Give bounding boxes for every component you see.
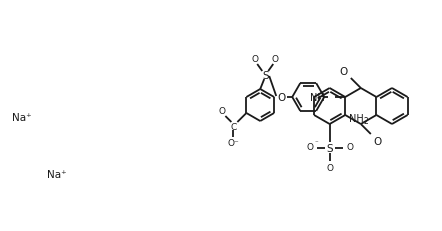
Text: O: O xyxy=(306,143,313,152)
Text: O: O xyxy=(340,67,348,77)
Text: Na⁺: Na⁺ xyxy=(47,169,67,179)
Text: C: C xyxy=(230,122,236,131)
Text: O: O xyxy=(277,93,286,103)
Text: S: S xyxy=(262,71,269,81)
Text: 2: 2 xyxy=(363,117,368,126)
Text: S: S xyxy=(326,143,333,153)
Text: Na⁺: Na⁺ xyxy=(12,112,32,122)
Text: O: O xyxy=(346,143,353,152)
Text: O: O xyxy=(252,55,259,64)
Text: NH: NH xyxy=(349,113,364,123)
Text: O: O xyxy=(219,107,226,116)
Text: O⁻: O⁻ xyxy=(228,139,239,148)
Text: O: O xyxy=(272,55,279,64)
Text: O: O xyxy=(373,137,382,146)
Text: ⁻: ⁻ xyxy=(315,139,319,145)
Text: NH: NH xyxy=(310,93,325,103)
Text: O: O xyxy=(326,164,333,173)
